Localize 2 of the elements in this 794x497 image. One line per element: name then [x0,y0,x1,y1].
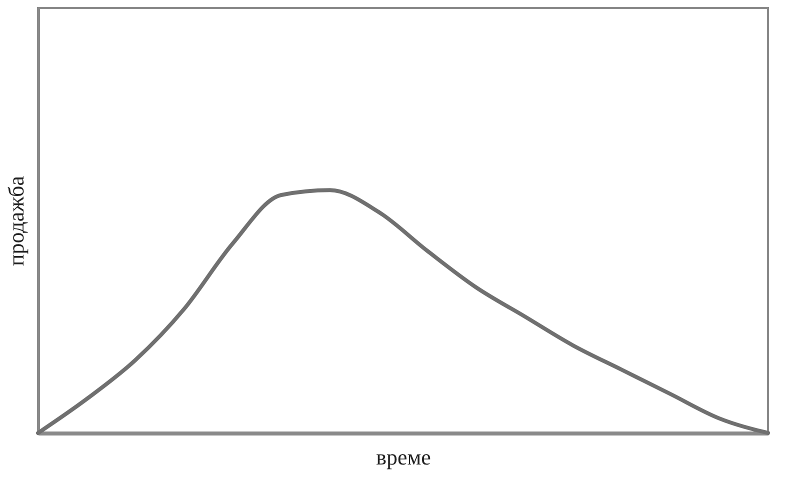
x-axis-title: време [376,444,431,470]
y-axis-title: продажба [4,176,28,266]
